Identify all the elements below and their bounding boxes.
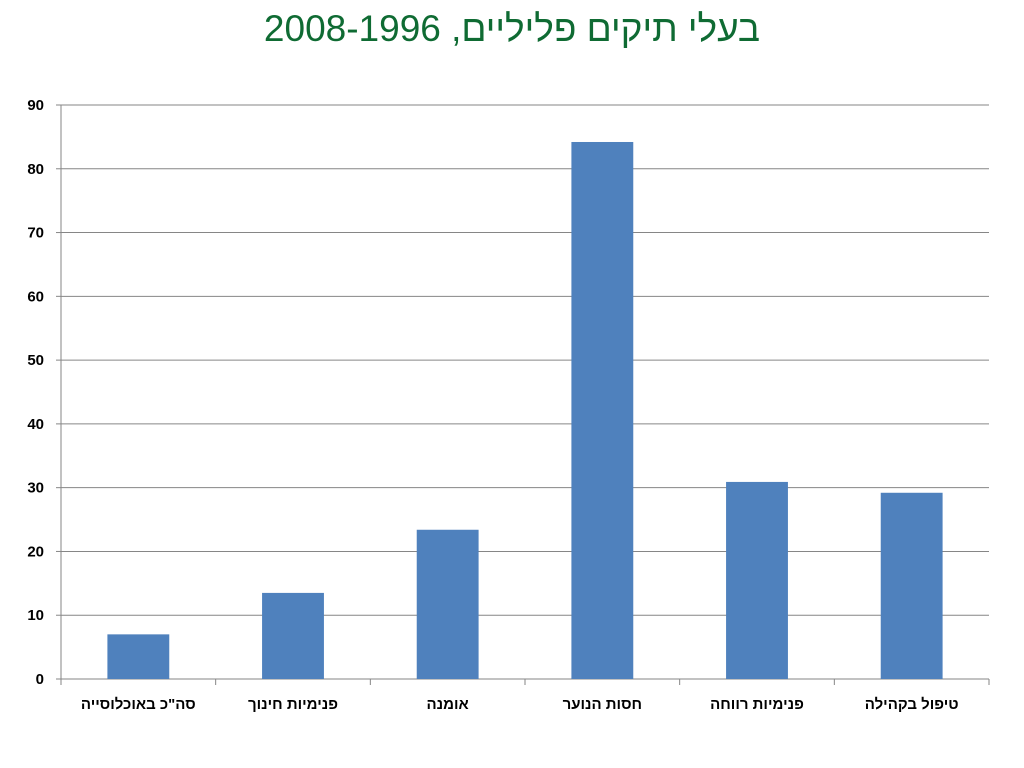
y-tick-label: 80: [27, 161, 44, 178]
bar: [571, 141, 634, 680]
y-tick-label: 70: [27, 225, 44, 242]
x-tick-label: סה"כ באוכלוסייה: [81, 696, 196, 713]
bar: [726, 481, 788, 679]
y-tick-label: 60: [27, 288, 44, 305]
x-tick-label: חסות הנוער: [563, 696, 642, 713]
bar: [107, 634, 170, 679]
y-tick-label: 20: [27, 543, 44, 560]
bar: [262, 592, 324, 679]
x-tick-label: טיפול בקהילה: [865, 696, 959, 713]
y-tick-label: 30: [27, 480, 44, 497]
y-tick-label: 90: [27, 97, 44, 114]
x-tick-label: פנימיות רווחה: [710, 696, 804, 713]
y-tick-label: 0: [36, 671, 44, 688]
chart-title: בעלי תיקים פליליים, 2008-1996: [263, 8, 761, 49]
y-tick-label: 40: [27, 416, 44, 433]
bar: [416, 529, 479, 679]
bar: [880, 492, 943, 679]
x-tick-label: אומנה: [427, 696, 469, 713]
x-tick-label: פנימיות חינוך: [248, 696, 338, 713]
y-tick-label: 10: [27, 607, 44, 624]
y-tick-label: 50: [27, 352, 44, 369]
